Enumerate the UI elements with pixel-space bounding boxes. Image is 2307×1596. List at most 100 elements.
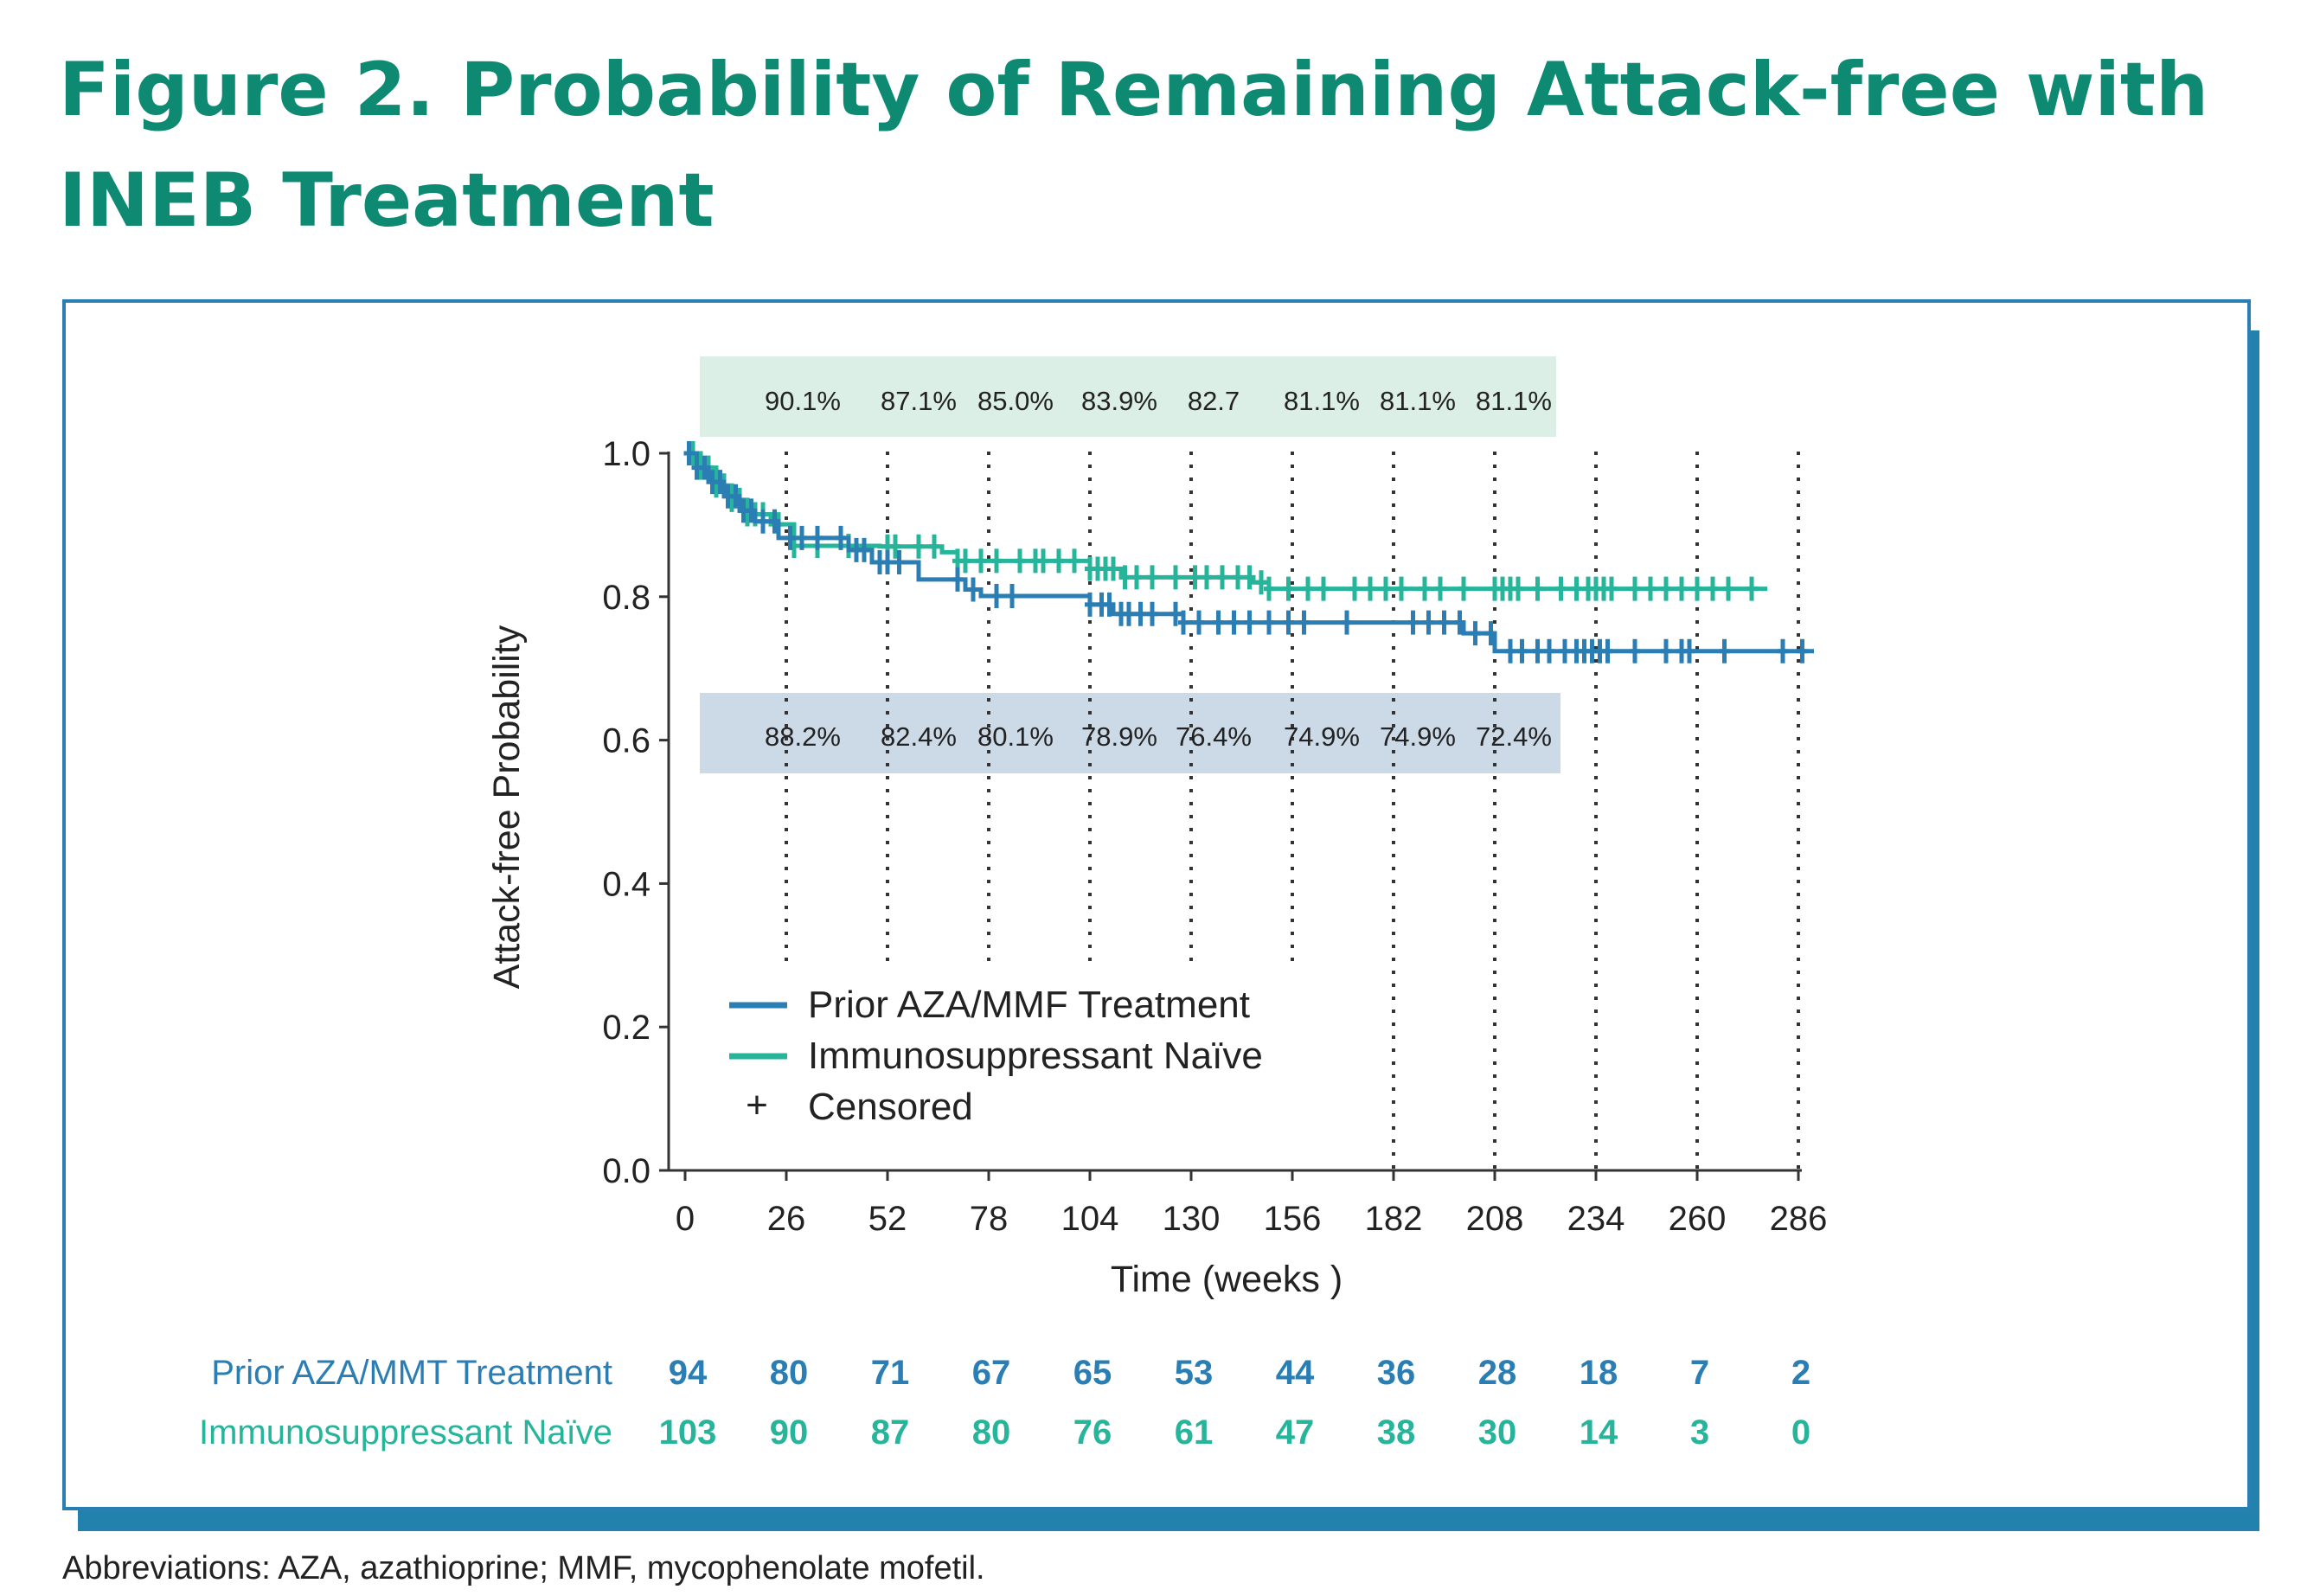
naive-censor-mark	[1069, 548, 1080, 574]
naive-censor-mark	[1303, 576, 1313, 601]
naive-censor-mark	[1119, 565, 1131, 590]
risk-count: 90	[770, 1413, 809, 1452]
prior-censor-mark	[1485, 621, 1496, 646]
naive-annotation: 82.7	[1188, 386, 1240, 416]
km-plot: 0.00.20.40.60.81.00 26 52 78 104 130 156 182 208…	[199, 356, 1827, 1452]
naive-censor-mark	[976, 548, 986, 574]
prior-censor-mark	[699, 455, 710, 480]
risk-count: 80	[972, 1413, 1011, 1452]
prior-censor-mark	[1423, 610, 1434, 635]
naive-censor-mark	[913, 534, 924, 559]
naive-annotation: 81.1%	[1380, 386, 1456, 416]
naive-censor-mark	[1708, 576, 1718, 601]
naive-censor-mark	[1365, 576, 1375, 601]
x-tick-label: 52	[868, 1200, 907, 1238]
risk-count: 53	[1175, 1354, 1214, 1392]
naive-censor-mark	[1147, 565, 1157, 590]
prior-censor-mark	[894, 550, 905, 575]
risk-count: 0	[1791, 1413, 1810, 1452]
naive-censor-mark	[1396, 576, 1407, 601]
naive-censor-mark	[1606, 576, 1617, 601]
risk-count: 61	[1175, 1413, 1214, 1452]
naive-censor-mark	[1692, 576, 1702, 601]
naive-curve	[685, 451, 1767, 592]
risk-count: 2	[1791, 1354, 1810, 1392]
prior-annotation: 88.2%	[765, 721, 841, 752]
x-tick-label: 182	[1365, 1200, 1423, 1238]
prior-censor-mark	[1228, 610, 1240, 635]
y-tick-label: 0.6	[602, 722, 650, 760]
naive-censor-mark	[1108, 556, 1118, 581]
prior-censor-mark	[1342, 610, 1352, 635]
risk-count: 76	[1073, 1413, 1112, 1452]
risk-count: 80	[770, 1354, 809, 1392]
naive-censor-mark	[1217, 565, 1227, 590]
naive-censor-mark	[1233, 565, 1243, 590]
naive-censor-mark	[1532, 576, 1543, 601]
legend-label: Immunosuppressant Naïve	[808, 1035, 1263, 1077]
prior-censor-mark	[1470, 621, 1481, 646]
naive-censor-mark	[1381, 576, 1391, 601]
risk-count: 7	[1690, 1354, 1709, 1392]
risk-count: 103	[659, 1413, 717, 1452]
prior-censor-mark	[769, 509, 780, 534]
risk-count: 47	[1276, 1413, 1315, 1452]
naive-censor-mark	[929, 534, 939, 559]
prior-censor-mark	[1244, 610, 1255, 635]
naive-annotation: 87.1%	[881, 386, 957, 416]
risk-count: 30	[1478, 1413, 1517, 1452]
prior-censor-mark	[1007, 583, 1017, 608]
naive-censor-mark	[1630, 576, 1640, 601]
prior-censor-mark	[1085, 592, 1095, 617]
prior-annotation: 80.1%	[977, 721, 1054, 752]
naive-censor-mark	[1555, 576, 1567, 601]
prior-censor-mark	[1661, 638, 1671, 663]
prior-censor-mark	[1797, 638, 1808, 663]
risk-count: 14	[1580, 1413, 1618, 1452]
naive-censor-mark	[1661, 576, 1671, 601]
prior-censor-mark	[882, 550, 893, 575]
naive-censor-mark	[1723, 576, 1733, 601]
prior-annotation: 76.4%	[1176, 721, 1252, 752]
x-tick-label: 0	[676, 1200, 695, 1238]
naive-censor-mark	[1264, 576, 1274, 601]
prior-censor-mark	[1194, 610, 1204, 635]
naive-annotation: 85.0%	[977, 386, 1054, 416]
prior-censor-mark	[715, 470, 726, 495]
naive-annotation: 81.1%	[1476, 386, 1552, 416]
naive-censor-mark	[960, 548, 971, 574]
y-tick-label: 0.2	[602, 1009, 650, 1047]
naive-censor-mark	[991, 548, 1002, 574]
legend-label: Prior AZA/MMF Treatment	[808, 984, 1250, 1026]
naive-annotation-box	[700, 356, 1556, 437]
prior-annotation-box	[700, 693, 1560, 773]
prior-censor-mark	[1407, 610, 1419, 635]
risk-count: 94	[669, 1354, 708, 1392]
y-axis-label: Attack-free Probability	[486, 625, 528, 989]
prior-censor-mark	[1505, 638, 1516, 663]
prior-censor-mark	[1439, 610, 1450, 635]
prior-censor-mark	[785, 525, 796, 550]
prior-censor-mark	[797, 525, 807, 550]
naive-censor-mark	[1645, 576, 1656, 601]
prior-censor-mark	[1147, 601, 1157, 626]
y-tick-label: 1.0	[602, 435, 650, 473]
legend-label: Censored	[808, 1086, 973, 1128]
abbreviations-footnote: Abbreviations: AZA, azathioprine; MMF, m…	[62, 1550, 985, 1586]
prior-censor-mark	[758, 509, 768, 534]
naive-censor-mark	[1676, 576, 1687, 601]
prior-censor-mark	[1178, 610, 1189, 635]
prior-censor-mark	[1454, 610, 1465, 635]
naive-censor-mark	[1189, 565, 1201, 590]
naive-censor-mark	[1170, 565, 1181, 590]
naive-censor-mark	[1202, 565, 1212, 590]
x-tick-label: 208	[1466, 1200, 1524, 1238]
prior-annotation: 82.4%	[881, 721, 957, 752]
risk-count: 3	[1690, 1413, 1709, 1452]
prior-censor-mark	[1684, 638, 1695, 663]
naive-censor-mark	[1318, 576, 1329, 601]
naive-censor-mark	[1419, 576, 1430, 601]
naive-censor-mark	[890, 534, 900, 559]
prior-annotation: 78.9%	[1081, 721, 1157, 752]
risk-count: 44	[1276, 1354, 1315, 1392]
